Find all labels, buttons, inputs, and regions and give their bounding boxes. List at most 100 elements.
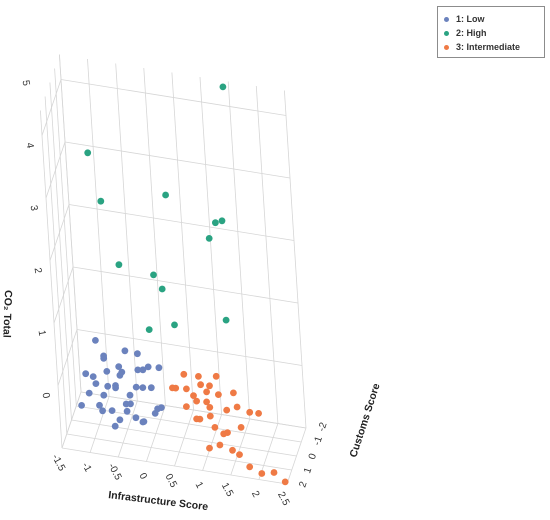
data-point-series-3: [224, 429, 231, 436]
y-tick-label: 2: [297, 480, 309, 489]
data-point-series-3: [236, 451, 243, 458]
data-point-series-3: [233, 403, 241, 411]
x-tick-label: 0.5: [163, 472, 179, 490]
legend-item-low[interactable]: 1: Low: [444, 12, 538, 26]
side-wall-grid-line: [61, 391, 82, 449]
data-point-series-3: [206, 412, 214, 420]
data-point-series-3: [223, 406, 231, 414]
data-point-series-1: [116, 416, 124, 424]
back-wall-grid-line: [72, 266, 299, 304]
data-point-series-1: [139, 384, 147, 391]
side-wall-grid-line: [54, 68, 77, 407]
floor-grid-line: [61, 447, 288, 485]
data-point-series-3: [237, 424, 245, 431]
x-tick-label: 2.5: [275, 490, 291, 508]
z-tick-label: 3: [28, 204, 40, 212]
data-point-series-1: [123, 407, 131, 415]
z-tick-label: 5: [20, 79, 32, 87]
data-point-series-1: [147, 384, 155, 392]
floor-grid-line: [66, 433, 292, 471]
data-point-series-2: [145, 326, 153, 333]
data-point-series-3: [190, 392, 197, 399]
x-tick-label: -1.5: [49, 453, 67, 474]
side-wall-grid-line: [49, 82, 72, 421]
data-point-series-3: [230, 389, 237, 397]
side-wall-grid-line: [57, 329, 78, 386]
data-points: [78, 83, 289, 486]
x-tick-label: 2: [249, 489, 262, 499]
data-point-series-1: [144, 363, 152, 371]
data-point-series-3: [206, 382, 213, 390]
data-point-series-1: [121, 347, 129, 355]
back-wall-grid-line: [255, 85, 279, 424]
data-point-series-1: [104, 382, 112, 390]
x-tick-label: 1.5: [219, 481, 235, 499]
data-point-series-3: [216, 441, 224, 449]
data-point-series-1: [132, 383, 140, 391]
data-point-series-1: [155, 364, 163, 372]
data-point-series-3: [206, 444, 213, 452]
data-point-series-2: [84, 149, 92, 157]
data-point-series-3: [281, 478, 289, 486]
data-point-series-3: [246, 463, 254, 471]
data-point-series-1: [96, 401, 103, 409]
data-point-series-3: [211, 424, 219, 431]
data-point-series-2: [219, 83, 227, 91]
data-point-series-2: [115, 261, 123, 269]
data-point-series-3: [246, 408, 254, 416]
data-point-series-1: [103, 368, 111, 375]
data-point-series-1: [89, 373, 97, 380]
back-wall-grid-line: [199, 76, 222, 415]
data-point-series-3: [255, 410, 262, 417]
legend-label-low: 1: Low: [456, 14, 485, 24]
back-wall-grid-line: [76, 329, 303, 366]
side-wall-grid-line: [49, 204, 70, 261]
x-axis-title: Infrastructure Score: [108, 489, 209, 513]
data-point-series-3: [193, 397, 201, 405]
floor-grid-line: [71, 419, 297, 457]
data-point-series-3: [180, 370, 188, 378]
data-point-series-3: [196, 415, 204, 423]
data-point-series-1: [115, 363, 123, 370]
x-tick-label: 0: [136, 471, 149, 481]
data-point-series-3: [172, 384, 180, 392]
y-tick-label: -2: [316, 421, 329, 433]
data-point-series-1: [118, 368, 126, 376]
data-point-series-1: [82, 370, 90, 378]
side-wall-grid-line: [45, 141, 66, 199]
data-point-series-2: [205, 235, 213, 242]
back-wall-grid-line: [284, 90, 307, 429]
legend-label-intermediate: 3: Intermediate: [456, 42, 521, 52]
x-tick-label: -1: [79, 461, 93, 474]
back-wall-grid-line: [60, 79, 287, 116]
data-point-series-1: [99, 407, 106, 415]
data-point-series-1: [112, 384, 119, 392]
legend-item-high[interactable]: 2: High: [444, 26, 538, 40]
data-point-series-3: [229, 446, 236, 454]
data-point-series-3: [206, 404, 214, 411]
legend-marker-intermediate: [444, 44, 449, 50]
z-axis-title: CO₂ Total: [0, 290, 14, 338]
data-point-series-1: [134, 366, 142, 374]
legend-marker-low: [444, 16, 449, 22]
data-point-series-1: [139, 366, 147, 374]
data-point-series-1: [126, 391, 134, 399]
back-wall-grid-line: [68, 204, 295, 241]
data-point-series-3: [258, 470, 266, 477]
legend-label-high: 2: High: [456, 28, 487, 38]
data-point-series-3: [183, 403, 190, 410]
back-wall-grid-line: [87, 58, 110, 397]
data-point-series-1: [139, 418, 147, 426]
legend: 1: Low 2: High 3: Intermediate: [437, 6, 545, 58]
legend-item-intermediate[interactable]: 3: Intermediate: [444, 40, 538, 54]
data-point-series-3: [212, 372, 220, 380]
data-point-series-1: [92, 337, 99, 344]
data-point-series-2: [158, 285, 166, 293]
back-wall-grid-line: [227, 81, 251, 420]
legend-marker-high: [444, 30, 449, 36]
y-axis-title: Customs Score: [347, 382, 382, 459]
data-point-series-3: [203, 398, 211, 406]
data-point-series-1: [132, 414, 140, 422]
data-point-series-2: [171, 321, 178, 329]
grid-lines: [40, 54, 307, 485]
